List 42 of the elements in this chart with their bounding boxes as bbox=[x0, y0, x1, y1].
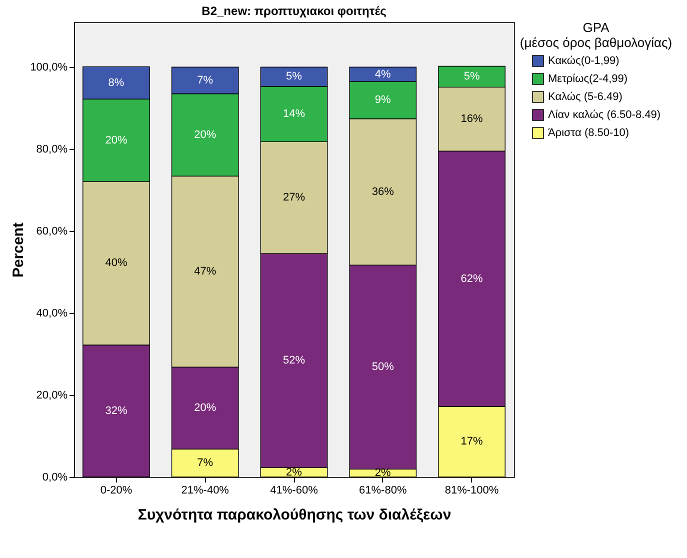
data-label: 20% bbox=[194, 402, 216, 414]
data-label: 17% bbox=[460, 436, 483, 448]
legend-label: Καλώς (5-6.49) bbox=[548, 91, 622, 103]
legend-label: Κακώς(0-1,99) bbox=[548, 55, 620, 67]
data-label: 20% bbox=[105, 134, 128, 146]
x-tick-label: 0-20% bbox=[100, 484, 132, 496]
data-label: 36% bbox=[372, 186, 394, 198]
data-label: 4% bbox=[374, 68, 392, 80]
data-label: 14% bbox=[282, 108, 306, 120]
data-label: 32% bbox=[105, 405, 128, 418]
x-tick-label: 81%-100% bbox=[444, 484, 499, 496]
data-label: 7% bbox=[197, 457, 214, 470]
legend-label: Άριστα (8.50-10) bbox=[548, 127, 630, 139]
data-label: 8% bbox=[108, 76, 124, 89]
x-tick-label: 21%-40% bbox=[181, 484, 230, 496]
x-tick-label: 61%-80% bbox=[359, 484, 407, 496]
legend-title: GPA (μέσος όρος βαθμολογίας) bbox=[520, 20, 672, 50]
y-tick-label: 80,0% bbox=[36, 144, 68, 156]
data-label: 62% bbox=[460, 272, 483, 285]
data-label: 7% bbox=[197, 74, 214, 86]
y-tick-label: 60,0% bbox=[36, 226, 68, 238]
x-axis-title: Συχνότητα παρακολούθησης των διαλέξεων bbox=[138, 506, 452, 524]
data-label: 5% bbox=[286, 70, 302, 83]
legend-label: Λίαν καλώς (6.50-8.49) bbox=[548, 109, 661, 121]
data-label: 52% bbox=[282, 354, 306, 367]
data-label: 20% bbox=[194, 128, 216, 141]
chart-title: B2_new: προπτυχιακοι φοιτητές bbox=[202, 4, 386, 18]
data-label: 40% bbox=[105, 257, 128, 270]
data-label: 2% bbox=[286, 466, 302, 478]
x-tick-label: 41%-60% bbox=[270, 484, 318, 496]
data-label: 5% bbox=[464, 70, 480, 83]
y-axis-title: Percent bbox=[10, 222, 28, 278]
data-label: 27% bbox=[282, 192, 306, 204]
data-label: 47% bbox=[194, 266, 216, 278]
y-tick-label: 20,0% bbox=[36, 390, 68, 402]
y-tick-label: 40,0% bbox=[36, 308, 68, 320]
data-label: 9% bbox=[374, 94, 392, 106]
data-label: 16% bbox=[460, 113, 483, 126]
legend-label: Μετρίως(2-4,99) bbox=[548, 73, 628, 85]
data-label: 50% bbox=[372, 361, 394, 374]
y-tick-label: 0,0% bbox=[42, 472, 68, 484]
y-tick-label: 100,0% bbox=[30, 62, 68, 74]
